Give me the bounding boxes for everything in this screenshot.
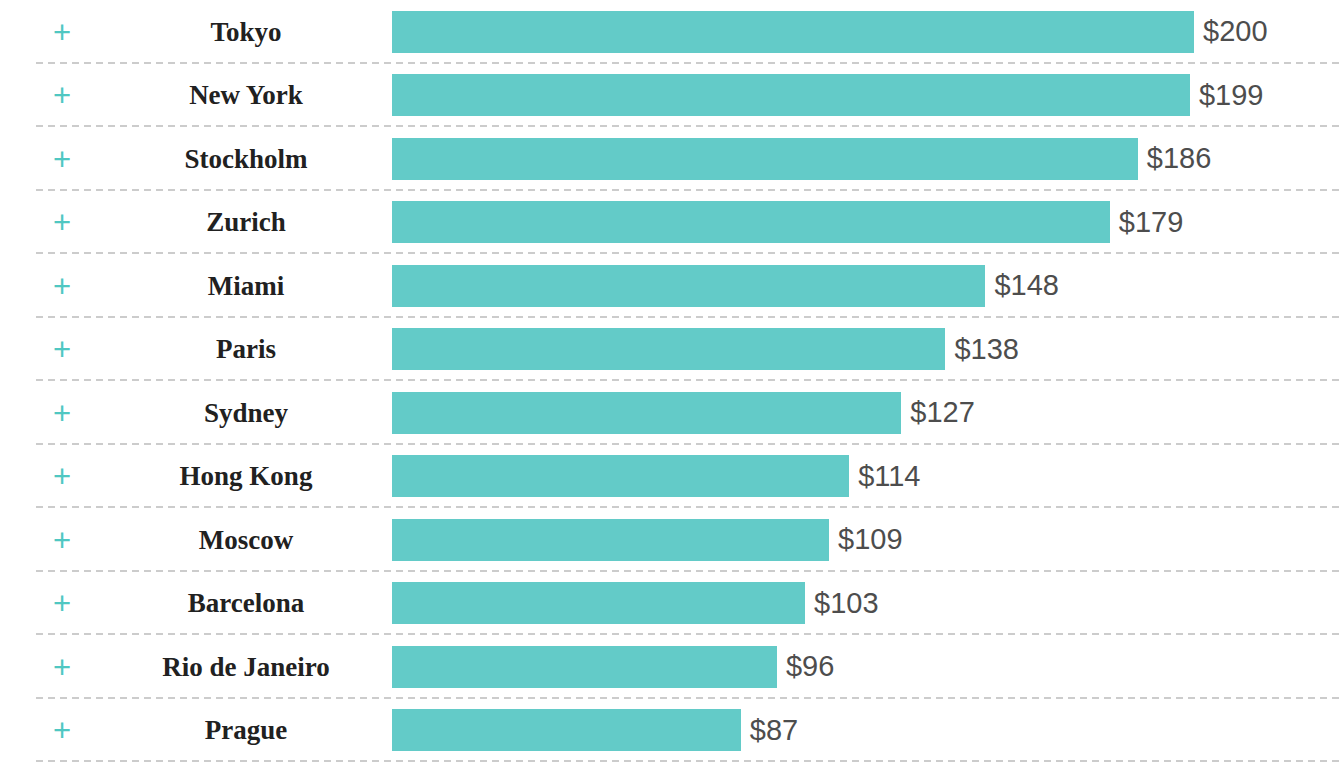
value-label: $138 bbox=[954, 333, 1019, 366]
value-label: $200 bbox=[1203, 15, 1268, 48]
category-label: Tokyo bbox=[96, 16, 396, 47]
value-label: $127 bbox=[910, 396, 975, 429]
value-bar[interactable] bbox=[392, 265, 985, 307]
value-bar[interactable] bbox=[392, 74, 1190, 116]
expand-plus-icon[interactable]: + bbox=[53, 207, 71, 238]
bar-track: $127 bbox=[392, 392, 1340, 434]
value-bar[interactable] bbox=[392, 392, 901, 434]
bar-track: $114 bbox=[392, 455, 1340, 497]
category-label: Paris bbox=[96, 334, 396, 365]
bar-track: $179 bbox=[392, 201, 1340, 243]
bar-track: $200 bbox=[392, 11, 1340, 53]
bar-track: $103 bbox=[392, 582, 1340, 624]
bar-track: $138 bbox=[392, 328, 1340, 370]
value-bar[interactable] bbox=[392, 328, 945, 370]
chart-row: + Prague $87 bbox=[0, 699, 1340, 762]
bar-track: $109 bbox=[392, 519, 1340, 561]
chart-row: + Tokyo $200 bbox=[0, 0, 1340, 64]
expand-plus-icon[interactable]: + bbox=[53, 588, 71, 619]
chart-row: + Moscow $109 bbox=[0, 508, 1340, 572]
value-bar[interactable] bbox=[392, 709, 741, 751]
chart-row: + Miami $148 bbox=[0, 254, 1340, 318]
bar-track: $96 bbox=[392, 646, 1340, 688]
category-label: New York bbox=[96, 80, 396, 111]
value-bar[interactable] bbox=[392, 138, 1138, 180]
bar-track: $148 bbox=[392, 265, 1340, 307]
expand-plus-icon[interactable]: + bbox=[53, 334, 71, 365]
value-bar[interactable] bbox=[392, 11, 1194, 53]
chart-row: + Sydney $127 bbox=[0, 381, 1340, 445]
expand-plus-icon[interactable]: + bbox=[53, 715, 71, 746]
expand-plus-icon[interactable]: + bbox=[53, 651, 71, 682]
category-label: Miami bbox=[96, 270, 396, 301]
expand-plus-icon[interactable]: + bbox=[53, 461, 71, 492]
expand-plus-icon[interactable]: + bbox=[53, 524, 71, 555]
expand-plus-icon[interactable]: + bbox=[53, 270, 71, 301]
chart-row: + Barcelona $103 bbox=[0, 572, 1340, 636]
category-label: Sydney bbox=[96, 397, 396, 428]
expand-plus-icon[interactable]: + bbox=[53, 16, 71, 47]
value-bar[interactable] bbox=[392, 455, 849, 497]
category-label: Hong Kong bbox=[96, 461, 396, 492]
chart-row: + Hong Kong $114 bbox=[0, 445, 1340, 509]
bar-chart: + Tokyo $200 + New York $199 + Stockholm $186 + Zu… bbox=[0, 0, 1340, 762]
category-label: Rio de Janeiro bbox=[96, 651, 396, 682]
value-label: $96 bbox=[786, 650, 834, 683]
chart-row: + Rio de Janeiro $96 bbox=[0, 635, 1340, 699]
expand-plus-icon[interactable]: + bbox=[53, 80, 71, 111]
value-bar[interactable] bbox=[392, 582, 805, 624]
value-bar[interactable] bbox=[392, 646, 777, 688]
bar-track: $186 bbox=[392, 138, 1340, 180]
value-bar[interactable] bbox=[392, 201, 1110, 243]
category-label: Zurich bbox=[96, 207, 396, 238]
category-label: Stockholm bbox=[96, 143, 396, 174]
value-label: $103 bbox=[814, 587, 879, 620]
category-label: Prague bbox=[96, 715, 396, 746]
value-label: $109 bbox=[838, 523, 903, 556]
value-label: $114 bbox=[858, 460, 920, 493]
value-label: $186 bbox=[1147, 142, 1212, 175]
value-bar[interactable] bbox=[392, 519, 829, 561]
expand-plus-icon[interactable]: + bbox=[53, 143, 71, 174]
chart-row: + Stockholm $186 bbox=[0, 127, 1340, 191]
category-label: Barcelona bbox=[96, 588, 396, 619]
chart-row: + Zurich $179 bbox=[0, 191, 1340, 255]
value-label: $148 bbox=[994, 269, 1059, 302]
expand-plus-icon[interactable]: + bbox=[53, 397, 71, 428]
value-label: $87 bbox=[750, 714, 798, 747]
bar-track: $199 bbox=[392, 74, 1340, 116]
bar-track: $87 bbox=[392, 709, 1340, 751]
value-label: $199 bbox=[1199, 79, 1264, 112]
category-label: Moscow bbox=[96, 524, 396, 555]
chart-row: + New York $199 bbox=[0, 64, 1340, 128]
chart-row: + Paris $138 bbox=[0, 318, 1340, 382]
value-label: $179 bbox=[1119, 206, 1184, 239]
